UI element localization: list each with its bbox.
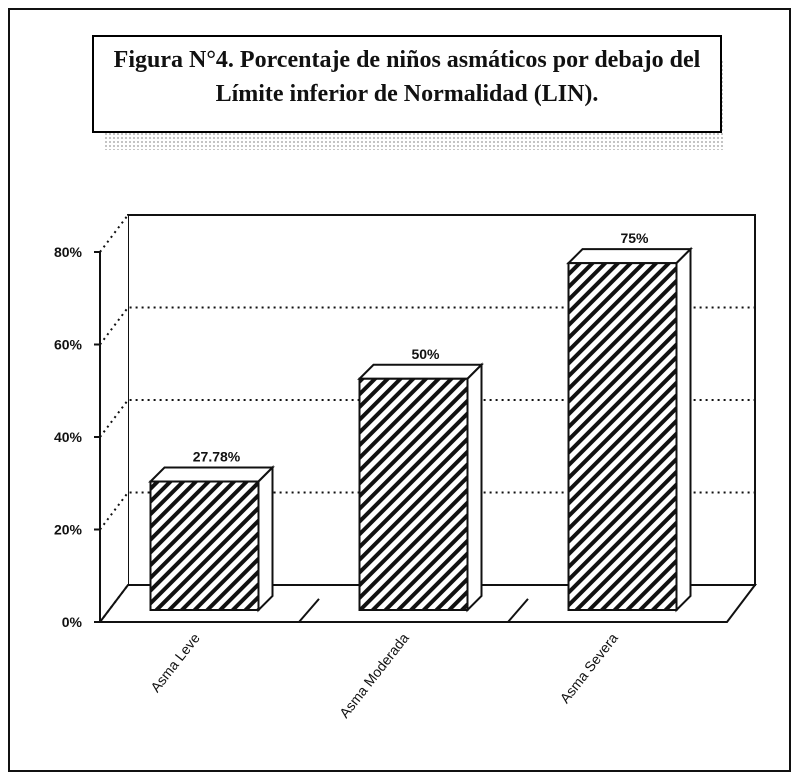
y-tick-label: 80% xyxy=(54,244,83,260)
bar xyxy=(358,377,469,611)
floor-divider xyxy=(507,598,529,623)
bar-top xyxy=(357,363,484,380)
bar xyxy=(149,480,260,611)
bar-top xyxy=(566,248,693,265)
y-tick-label: 40% xyxy=(54,429,83,445)
floor-divider xyxy=(298,598,320,623)
side-wall xyxy=(100,215,128,622)
y-tick-label: 60% xyxy=(54,337,83,353)
bar-top xyxy=(148,466,275,483)
frame xyxy=(8,8,791,772)
bar-side xyxy=(257,465,274,613)
y-tick-label: 0% xyxy=(62,614,83,630)
x-tick-label: Asma Moderada xyxy=(336,630,412,721)
bar xyxy=(567,262,678,611)
chart-title: Figura N°4. Porcentaje de niños asmático… xyxy=(92,35,722,133)
y-tick-label: 20% xyxy=(54,522,83,538)
value-label: 50% xyxy=(411,346,440,362)
x-tick-label: Asma Severa xyxy=(557,630,621,706)
bar-side xyxy=(466,362,483,613)
value-label: 75% xyxy=(620,230,649,246)
value-label: 27.78% xyxy=(193,449,241,465)
x-tick-label: Asma Leve xyxy=(147,630,203,695)
bar-side xyxy=(675,246,692,613)
